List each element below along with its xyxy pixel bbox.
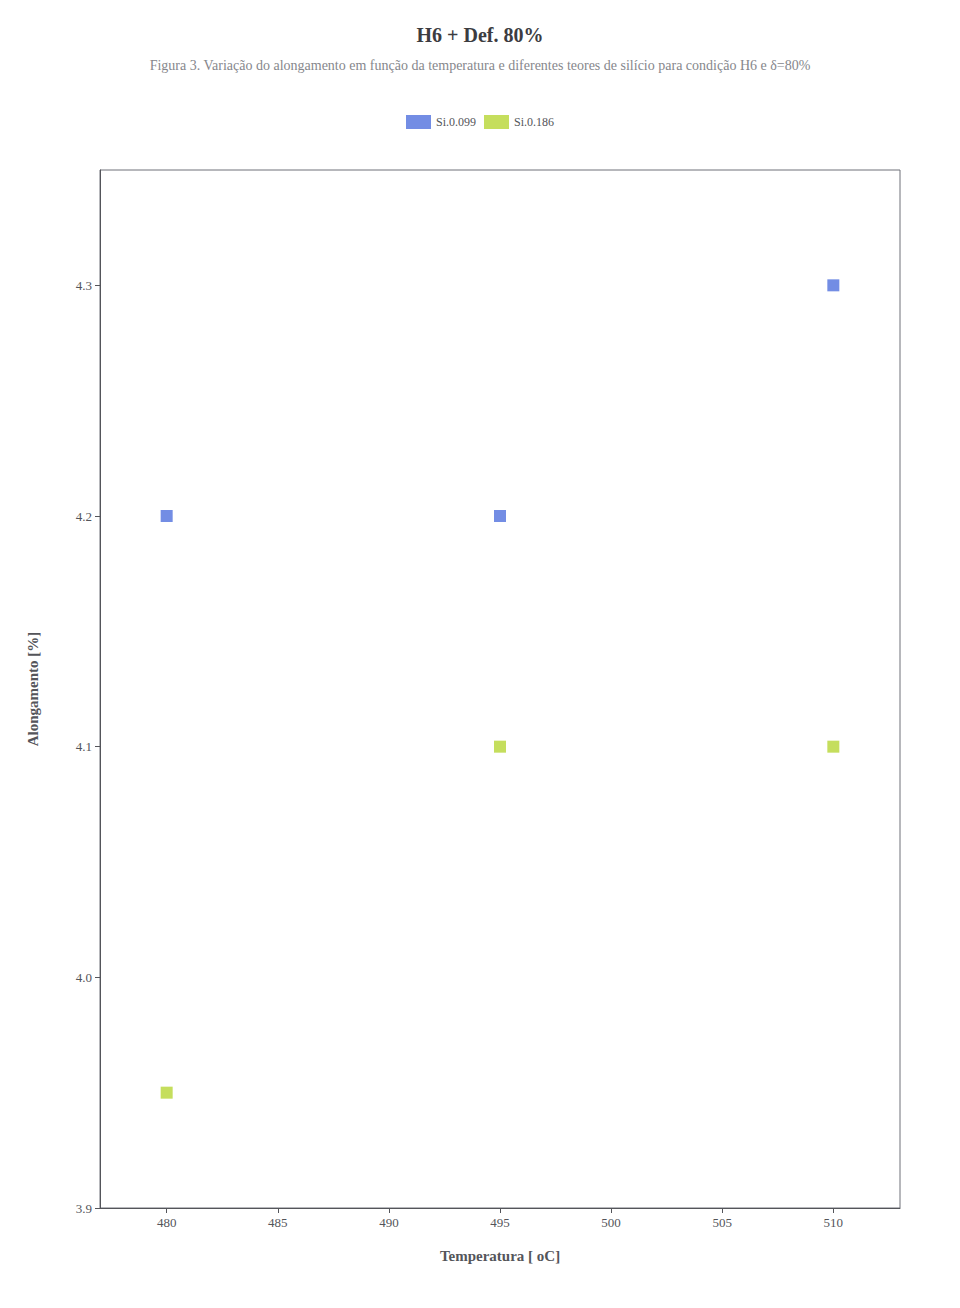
svg-text:510: 510 [824, 1215, 844, 1230]
svg-text:Alongamento [%]: Alongamento [%] [25, 632, 41, 747]
svg-text:480: 480 [157, 1215, 177, 1230]
svg-text:490: 490 [379, 1215, 399, 1230]
svg-text:Temperatura [ oC]: Temperatura [ oC] [440, 1248, 560, 1264]
svg-text:H6 + Def. 80%: H6 + Def. 80% [417, 24, 544, 46]
svg-text:485: 485 [268, 1215, 288, 1230]
svg-text:4.0: 4.0 [76, 970, 92, 985]
svg-text:4.1: 4.1 [76, 739, 92, 754]
svg-text:3.9: 3.9 [76, 1201, 92, 1216]
svg-text:Si.0.186: Si.0.186 [514, 115, 554, 129]
svg-text:500: 500 [601, 1215, 621, 1230]
svg-text:505: 505 [712, 1215, 732, 1230]
svg-text:4.3: 4.3 [76, 278, 92, 293]
svg-text:Si.0.099: Si.0.099 [436, 115, 476, 129]
svg-text:495: 495 [490, 1215, 510, 1230]
svg-text:4.2: 4.2 [76, 509, 92, 524]
svg-text:Figura 3. Variação do alongame: Figura 3. Variação do alongamento em fun… [150, 58, 811, 73]
